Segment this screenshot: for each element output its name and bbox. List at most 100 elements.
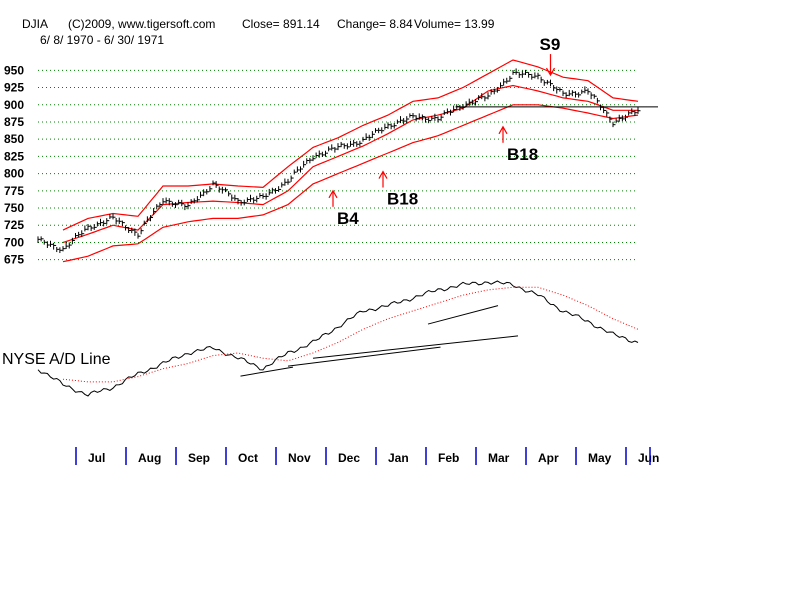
price-bar bbox=[315, 152, 319, 159]
price-bar bbox=[503, 78, 507, 86]
price-bar bbox=[140, 228, 144, 235]
signal-label: S9 bbox=[540, 35, 561, 54]
price-bar bbox=[250, 194, 253, 202]
price-bar bbox=[584, 86, 588, 94]
price-bar bbox=[465, 101, 469, 107]
price-bar bbox=[587, 88, 591, 95]
price-bar bbox=[106, 218, 110, 225]
price-bar bbox=[125, 225, 128, 231]
ad-line-label: NYSE A/D Line bbox=[2, 351, 111, 368]
signal-arrow-head bbox=[545, 67, 556, 77]
ad-line-average bbox=[62, 286, 639, 383]
price-bar bbox=[96, 221, 100, 227]
price-bar bbox=[153, 208, 157, 215]
price-bar bbox=[275, 188, 278, 194]
price-bar bbox=[590, 92, 594, 100]
price-bar bbox=[131, 227, 135, 234]
price-bar bbox=[46, 241, 50, 249]
price-bands bbox=[62, 59, 658, 263]
price-bar bbox=[515, 68, 519, 75]
y-tick-label: 800 bbox=[4, 167, 24, 181]
ad-trendline bbox=[427, 305, 499, 325]
price-bar bbox=[256, 195, 260, 203]
price-bar bbox=[456, 104, 460, 111]
price-bar bbox=[328, 146, 332, 152]
month-label: Oct bbox=[238, 451, 258, 465]
price-bar bbox=[518, 72, 522, 79]
price-bar bbox=[403, 118, 407, 125]
price-bar bbox=[203, 189, 207, 197]
y-tick-label: 875 bbox=[4, 115, 24, 129]
price-bar bbox=[231, 194, 235, 202]
price-bar bbox=[475, 99, 478, 106]
price-bar bbox=[565, 92, 569, 99]
price-bar bbox=[493, 88, 497, 95]
price-bar bbox=[150, 215, 153, 222]
price-bar bbox=[531, 73, 535, 80]
price-bar bbox=[406, 116, 410, 124]
price-bar bbox=[109, 214, 113, 220]
change-label: Change= 8.84 bbox=[337, 17, 413, 31]
price-bar bbox=[553, 84, 557, 92]
price-bar bbox=[171, 201, 175, 207]
chart-header: DJIA (C)2009, www.tigersoft.com Close= 8… bbox=[22, 17, 495, 47]
price-bar bbox=[212, 180, 216, 186]
signal-arrow-head bbox=[378, 170, 388, 179]
price-bar bbox=[265, 193, 269, 200]
price-bar bbox=[306, 158, 310, 164]
lower-band-line bbox=[62, 104, 639, 263]
price-bar bbox=[87, 223, 91, 231]
price-bar bbox=[287, 178, 291, 185]
close-label: Close= 891.14 bbox=[242, 17, 320, 31]
price-bar bbox=[296, 166, 300, 173]
price-bar bbox=[137, 233, 141, 239]
y-tick-label: 750 bbox=[4, 201, 24, 215]
price-bar bbox=[190, 199, 194, 204]
price-bar bbox=[209, 186, 213, 192]
price-bar bbox=[134, 228, 138, 236]
ad-trendline bbox=[287, 346, 441, 367]
month-label: May bbox=[588, 451, 612, 465]
price-bar bbox=[84, 225, 88, 232]
price-bar bbox=[281, 182, 285, 188]
price-bar bbox=[293, 169, 297, 175]
price-bar bbox=[537, 72, 541, 80]
ad-line-series bbox=[37, 280, 639, 397]
price-bar bbox=[440, 114, 444, 122]
price-bar bbox=[340, 141, 344, 148]
price-bar bbox=[143, 220, 147, 226]
price-bar bbox=[615, 118, 619, 124]
y-tick-label: 850 bbox=[4, 132, 24, 146]
price-bar bbox=[543, 80, 547, 86]
price-bar bbox=[509, 75, 513, 82]
price-bar bbox=[578, 92, 582, 98]
price-bar bbox=[156, 204, 160, 210]
price-bar bbox=[312, 155, 316, 162]
y-axis-ticks: 675 700 725 750 775 800 825 850 875 900 925 950 bbox=[4, 63, 24, 266]
price-bar bbox=[431, 115, 435, 121]
price-bar bbox=[243, 199, 247, 206]
price-bar bbox=[525, 69, 528, 75]
price-bar bbox=[343, 143, 347, 149]
price-bar bbox=[453, 105, 457, 113]
price-bar bbox=[434, 113, 438, 121]
price-bar bbox=[418, 113, 422, 120]
price-bar bbox=[368, 134, 372, 141]
price-bar bbox=[350, 140, 353, 147]
price-bar bbox=[71, 237, 75, 245]
price-bar bbox=[53, 242, 57, 250]
price-bar bbox=[196, 196, 200, 203]
signal-label: B4 bbox=[337, 209, 359, 228]
price-bar bbox=[378, 127, 382, 134]
price-bar bbox=[184, 204, 188, 211]
price-bar bbox=[81, 230, 85, 238]
price-bar bbox=[637, 106, 641, 114]
month-label: Jan bbox=[388, 451, 409, 465]
price-bar bbox=[487, 92, 491, 100]
price-bar bbox=[221, 186, 225, 194]
price-bar bbox=[606, 110, 610, 117]
price-bar bbox=[59, 247, 63, 254]
month-label: Dec bbox=[338, 451, 360, 465]
month-label: Aug bbox=[138, 451, 161, 465]
